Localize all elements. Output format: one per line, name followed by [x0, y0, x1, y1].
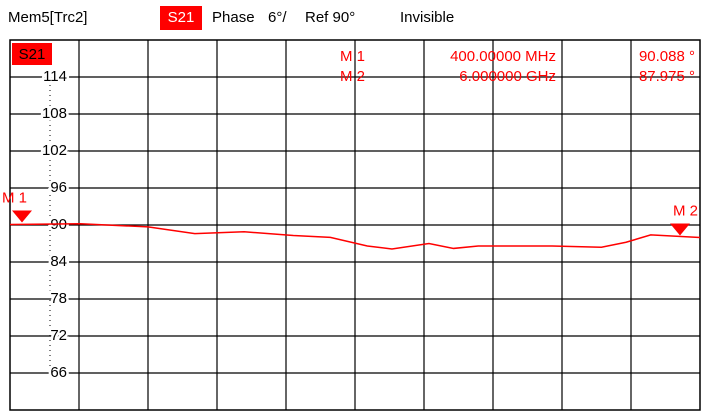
trace: [9, 223, 701, 250]
readout-name: M 2: [340, 68, 365, 85]
trace-name: Mem5[Trc2]: [8, 9, 87, 26]
param: S21: [168, 9, 195, 26]
y-tick-label: 108: [42, 105, 67, 122]
state: Invisible: [400, 9, 454, 26]
y-tick-label: 72: [50, 327, 67, 344]
trace-label: S21: [19, 46, 46, 63]
scale: 6°/: [268, 9, 287, 26]
marker-label: M 2: [673, 202, 698, 219]
y-tick-label: 78: [50, 290, 67, 307]
trace-box: [12, 43, 52, 65]
format: Phase: [212, 9, 255, 26]
param-box: [160, 6, 202, 30]
readout-value: 90.088 °: [639, 48, 695, 65]
readout-freq: 400.00000 MHz: [450, 48, 556, 65]
marker-label: M 1: [2, 189, 27, 206]
marker: [12, 210, 32, 223]
readout-name: M 1: [340, 48, 365, 65]
y-tick-label: 84: [50, 253, 67, 270]
ref: Ref 90°: [305, 9, 355, 26]
y-tick-label: 66: [50, 364, 67, 381]
plot-frame: [9, 39, 701, 411]
y-tick-label: 96: [50, 179, 67, 196]
readout-freq: 6.000000 GHz: [459, 68, 556, 85]
readout-value: 87.975 °: [639, 68, 695, 85]
marker: [670, 223, 690, 236]
y-tick-label: 114: [43, 68, 67, 85]
y-tick-label: 102: [42, 142, 67, 159]
